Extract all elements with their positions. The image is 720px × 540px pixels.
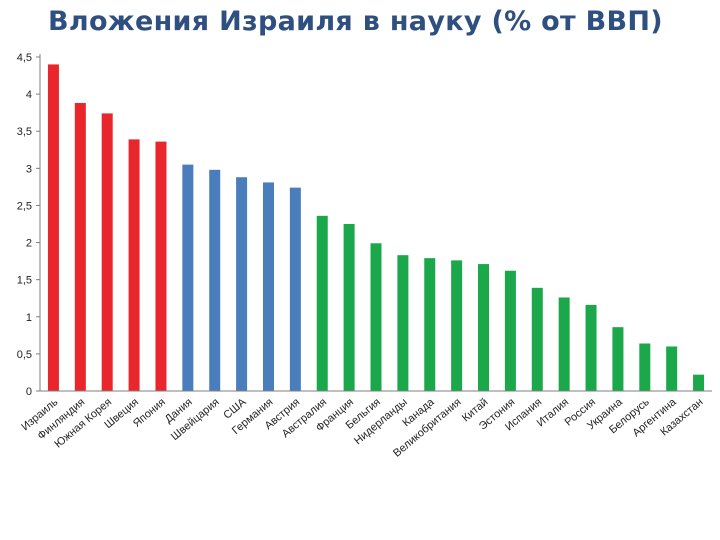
y-tick-label: 1 bbox=[26, 312, 32, 324]
bar-1 bbox=[47, 64, 59, 391]
y-tick-label: 0,5 bbox=[17, 349, 32, 361]
y-tick-label: 4 bbox=[26, 89, 32, 101]
bar-20 bbox=[558, 297, 570, 391]
bar-12 bbox=[343, 224, 355, 391]
bar-15 bbox=[424, 258, 436, 391]
chart-title: Вложения Израиля в науку (% от ВВП) bbox=[48, 6, 663, 37]
y-tick-label: 2,5 bbox=[17, 200, 32, 212]
bar-11 bbox=[316, 215, 328, 391]
y-tick-label: 3 bbox=[26, 163, 32, 175]
bar-8 bbox=[236, 177, 248, 391]
y-tick-label: 2 bbox=[26, 238, 32, 250]
bars bbox=[47, 64, 705, 392]
bar-6 bbox=[182, 164, 194, 391]
bar-19 bbox=[531, 287, 543, 391]
bar-22 bbox=[612, 327, 624, 391]
bar-24 bbox=[666, 346, 678, 391]
bar-21 bbox=[585, 304, 597, 391]
bar-4 bbox=[128, 139, 140, 391]
bar-17 bbox=[478, 264, 490, 391]
bar-14 bbox=[397, 255, 409, 391]
y-tick-label: 3,5 bbox=[17, 126, 32, 138]
y-tick-label: 1,5 bbox=[17, 275, 32, 287]
bar-23 bbox=[639, 343, 651, 391]
bar-7 bbox=[209, 169, 221, 391]
bar-25 bbox=[693, 374, 705, 391]
y-tick-label: 0 bbox=[26, 386, 32, 398]
bar-9 bbox=[262, 182, 274, 391]
bar-18 bbox=[504, 270, 516, 391]
bar-5 bbox=[155, 141, 167, 391]
bar-13 bbox=[370, 243, 382, 391]
bar-10 bbox=[289, 187, 301, 391]
bar-16 bbox=[451, 260, 463, 391]
bar-3 bbox=[101, 113, 113, 392]
y-tick-label: 4,5 bbox=[17, 52, 32, 64]
y-axis-ticks: 0 0,5 1 1,5 2 2,5 3 3,5 4 4,5 bbox=[17, 52, 40, 398]
bar-2 bbox=[74, 103, 86, 392]
